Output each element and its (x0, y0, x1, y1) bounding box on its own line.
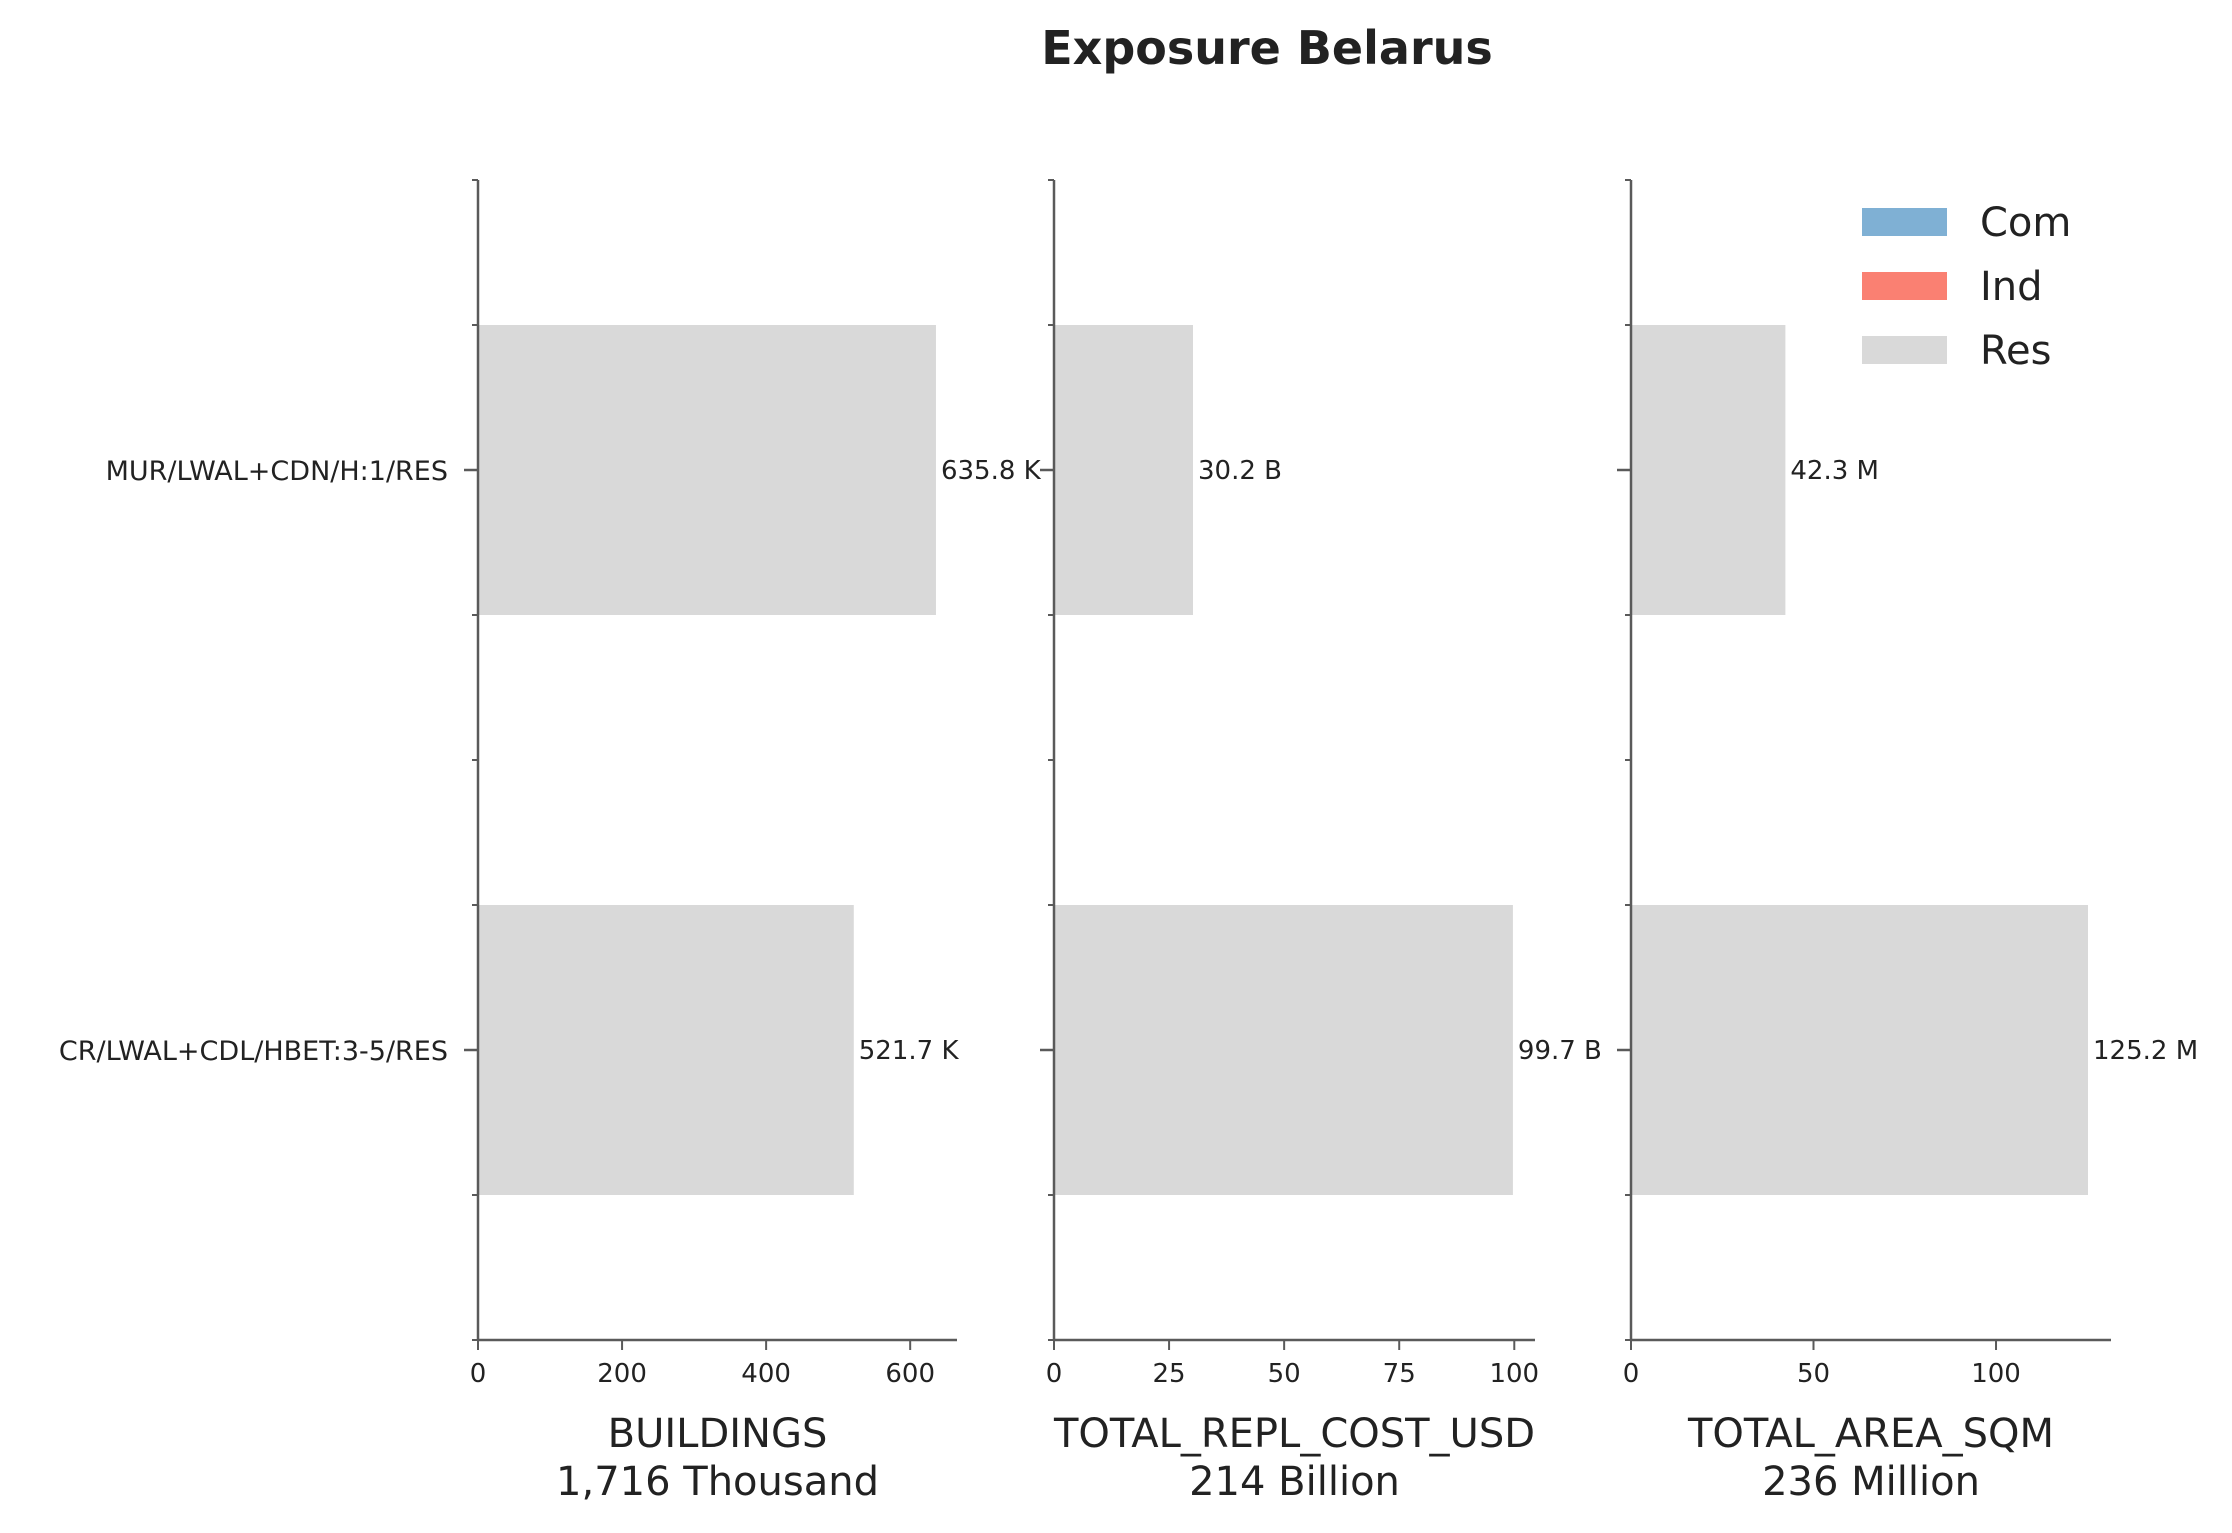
x-axis-label-repl-cost: TOTAL_REPL_COST_USD (1053, 1411, 1535, 1457)
bar-repl-cost-1 (1054, 905, 1513, 1195)
x-axis-label-buildings: BUILDINGS (608, 1411, 828, 1457)
value-label-area-0: 42.3 M (1790, 456, 1879, 486)
x-tick-label-repl-cost-3: 75 (1383, 1359, 1416, 1389)
x-tick-label-repl-cost-4: 100 (1489, 1359, 1539, 1389)
bar-repl-cost-0 (1054, 325, 1194, 615)
value-label-repl-cost-1: 99.7 B (1518, 1036, 1602, 1066)
bar-area-1 (1631, 905, 2089, 1195)
bar-buildings-0 (478, 325, 936, 615)
x-axis-subtitle-repl-cost: 214 Billion (1189, 1459, 1400, 1505)
x-tick-label-repl-cost-0: 0 (1046, 1359, 1063, 1389)
x-tick-label-buildings-0: 0 (470, 1359, 487, 1389)
x-tick-label-repl-cost-2: 50 (1268, 1359, 1301, 1389)
legend-label-com: Com (1980, 200, 2071, 246)
x-tick-label-repl-cost-1: 25 (1153, 1359, 1186, 1389)
value-label-buildings-0: 635.8 K (941, 456, 1042, 486)
bar-area-0 (1631, 325, 1786, 615)
x-tick-label-area-1: 50 (1797, 1359, 1830, 1389)
x-tick-label-area-2: 100 (1971, 1359, 2021, 1389)
x-axis-label-area: TOTAL_AREA_SQM (1687, 1411, 2054, 1457)
x-tick-label-area-0: 0 (1623, 1359, 1640, 1389)
chart-title: Exposure Belarus (1041, 21, 1493, 75)
category-label-1: CR/LWAL+CDL/HBET:3-5/RES (59, 1036, 448, 1067)
value-label-area-1: 125.2 M (2093, 1036, 2198, 1066)
legend-swatch-ind (1862, 272, 1947, 300)
x-axis-subtitle-buildings: 1,716 Thousand (556, 1459, 879, 1505)
legend-swatch-res (1862, 336, 1947, 364)
x-axis-subtitle-area: 236 Million (1762, 1459, 1980, 1505)
category-label-0: MUR/LWAL+CDN/H:1/RES (106, 456, 448, 487)
bar-buildings-1 (478, 905, 854, 1195)
legend-label-res: Res (1980, 328, 2051, 374)
x-tick-label-buildings-3: 600 (885, 1359, 935, 1389)
value-label-buildings-1: 521.7 K (859, 1036, 960, 1066)
legend-label-ind: Ind (1980, 264, 2043, 310)
x-tick-label-buildings-2: 400 (741, 1359, 791, 1389)
value-label-repl-cost-0: 30.2 B (1198, 456, 1282, 486)
legend-swatch-com (1862, 208, 1947, 236)
x-tick-label-buildings-1: 200 (597, 1359, 647, 1389)
